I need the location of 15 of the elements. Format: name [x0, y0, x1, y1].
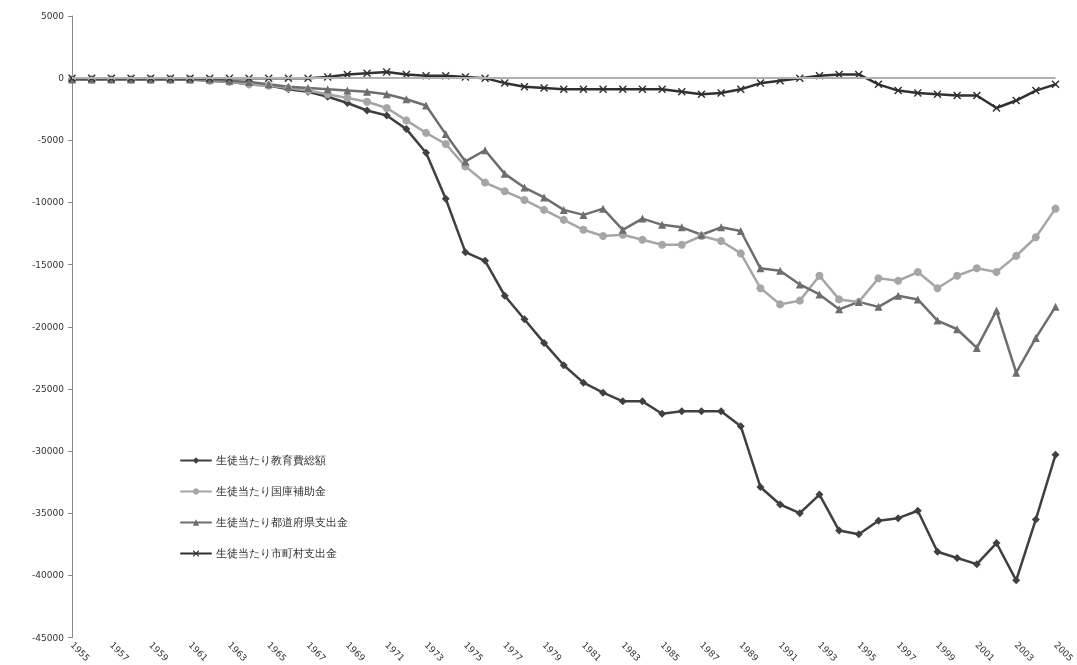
y-tick-label: -30000 [32, 446, 65, 457]
y-tick-label: 0 [58, 73, 65, 84]
y-tick-label: -10000 [32, 197, 65, 208]
y-tick-label: -25000 [32, 383, 65, 394]
y-tick-label: -40000 [32, 570, 65, 581]
legend-label: 生徒当たり都道府県支出金 [216, 516, 348, 529]
legend-label: 生徒当たり国庫補助金 [216, 485, 326, 498]
y-tick-label: -20000 [32, 321, 65, 332]
y-tick-label: -5000 [37, 135, 65, 146]
y-tick-label: -15000 [32, 259, 65, 270]
y-tick-label: -35000 [32, 508, 65, 519]
legend-label: 生徒当たり教育費総額 [216, 454, 326, 467]
legend-label: 生徒当たり市町村支出金 [216, 547, 337, 560]
y-tick-label: 5000 [41, 11, 65, 21]
y-tick-label: -45000 [32, 632, 65, 643]
